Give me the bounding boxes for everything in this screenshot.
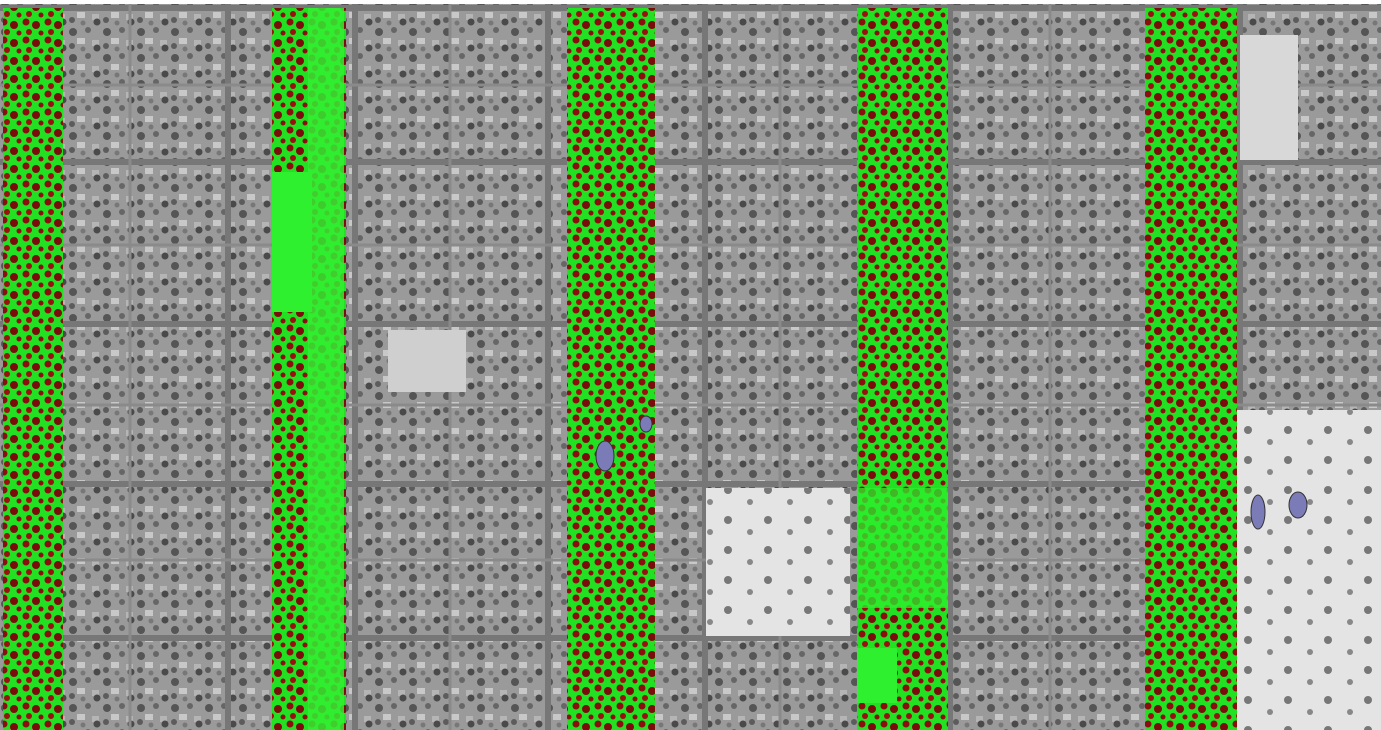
pond	[1250, 494, 1266, 530]
park	[706, 488, 850, 636]
pond	[639, 415, 653, 433]
canopy-strip	[1145, 8, 1237, 730]
pond	[595, 440, 615, 472]
ponds	[595, 415, 1308, 530]
rail-corridor	[308, 8, 344, 730]
open-area	[272, 172, 312, 312]
golf-course	[1232, 410, 1381, 730]
canopy-strip	[567, 8, 655, 730]
top-edge	[0, 0, 1381, 4]
field	[1240, 35, 1298, 160]
school	[388, 330, 466, 392]
open-area	[857, 648, 897, 703]
canopy-strips	[3, 8, 1237, 730]
canopy-strip	[857, 8, 948, 730]
open-area	[857, 488, 948, 608]
canopy-strip	[3, 8, 63, 730]
pond	[1288, 491, 1308, 519]
